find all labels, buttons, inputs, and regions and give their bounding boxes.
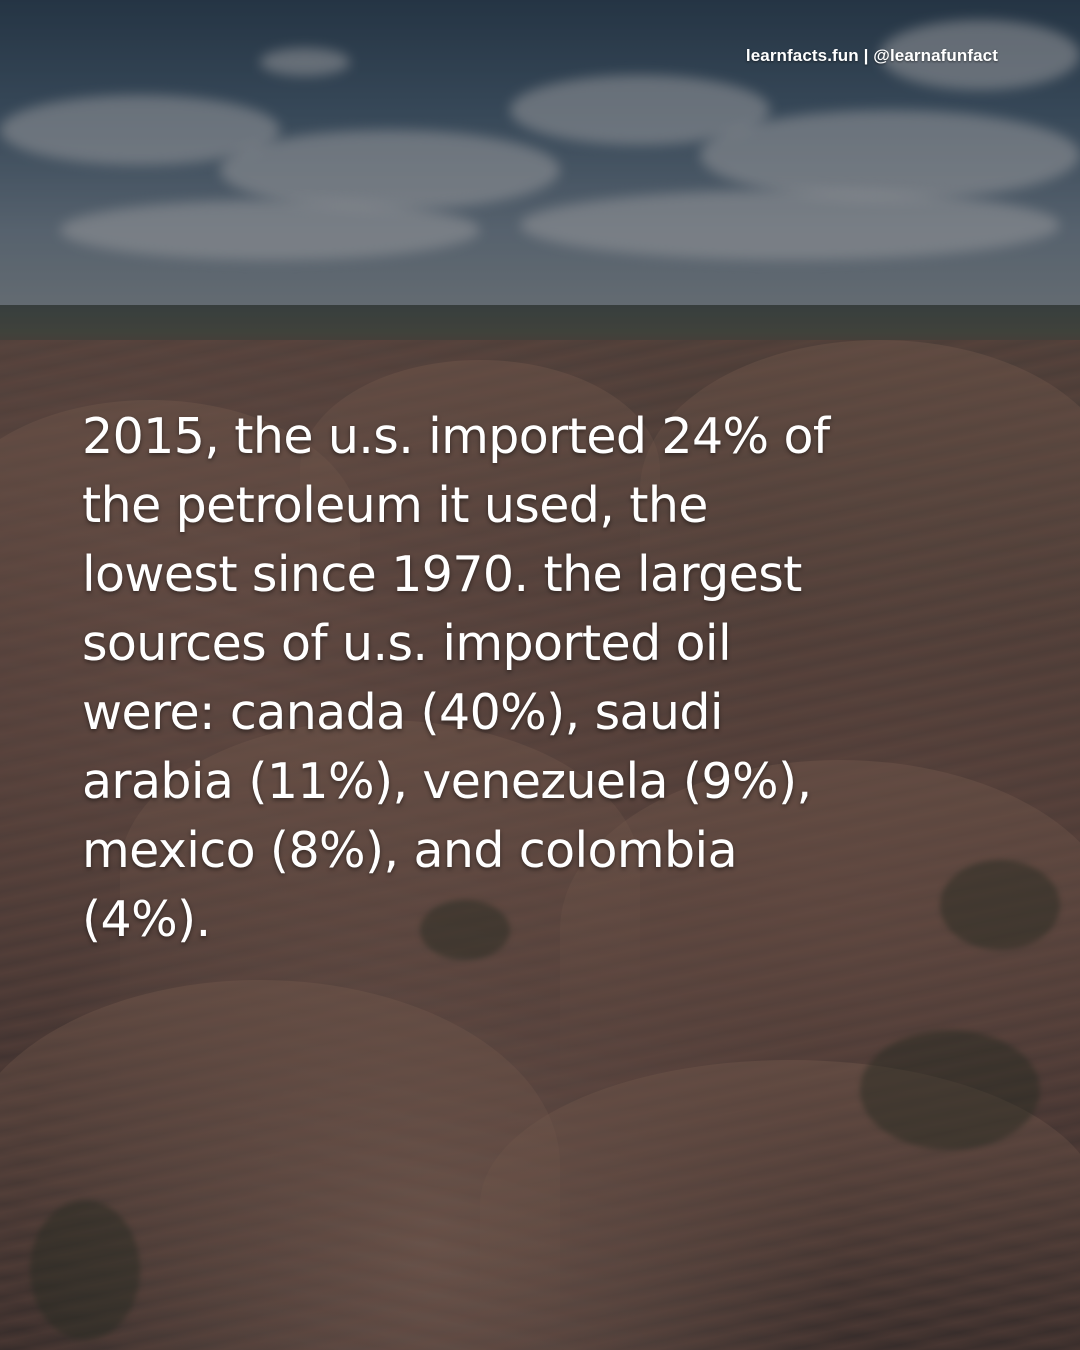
ridge xyxy=(300,360,660,580)
background-sky xyxy=(0,0,1080,330)
vegetation xyxy=(860,1030,1040,1150)
cloud xyxy=(520,190,1060,260)
ridge xyxy=(0,400,360,660)
ridge xyxy=(120,720,640,1020)
vegetation xyxy=(30,1200,140,1340)
background-badlands xyxy=(0,340,1080,1350)
cloud xyxy=(700,110,1080,200)
site-credit: learnfacts.fun | @learnafunfact xyxy=(745,46,998,65)
fact-text: 2015, the u.s. imported 24% of the petro… xyxy=(82,408,830,948)
cloud xyxy=(880,20,1080,90)
cloud xyxy=(60,200,480,260)
ridge xyxy=(0,980,560,1350)
ridge xyxy=(480,1060,1080,1350)
vegetation xyxy=(420,900,510,960)
vegetation xyxy=(940,860,1060,950)
cloud xyxy=(260,48,350,76)
ridge xyxy=(560,760,1080,1100)
cloud xyxy=(220,130,560,210)
ridge xyxy=(640,340,1080,640)
